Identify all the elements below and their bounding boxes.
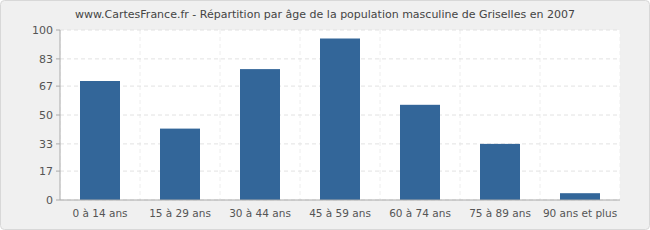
y-tick-label: 33 bbox=[39, 138, 53, 151]
y-tick bbox=[56, 30, 60, 31]
x-axis bbox=[60, 200, 620, 201]
x-tick-label: 90 ans et plus bbox=[543, 207, 617, 219]
y-tick-label: 50 bbox=[39, 109, 53, 122]
x-tick-label: 60 à 74 ans bbox=[389, 207, 451, 219]
chart-svg: www.CartesFrance.fr - Répartition par âg… bbox=[0, 0, 650, 230]
v-grid bbox=[220, 30, 221, 200]
bar bbox=[400, 105, 440, 200]
x-tick-label: 75 à 89 ans bbox=[469, 207, 531, 219]
v-grid bbox=[60, 30, 61, 200]
y-tick bbox=[56, 115, 60, 116]
bar bbox=[240, 69, 280, 200]
y-tick bbox=[56, 200, 60, 201]
title: www.CartesFrance.fr - Répartition par âg… bbox=[75, 8, 575, 21]
x-tick-label: 45 à 59 ans bbox=[309, 207, 371, 219]
y-tick-label: 100 bbox=[32, 24, 53, 37]
bar bbox=[480, 144, 520, 200]
x-tick-label: 30 à 44 ans bbox=[229, 207, 291, 219]
y-tick-label: 83 bbox=[39, 53, 53, 66]
bar bbox=[80, 81, 120, 200]
x-tick-label: 15 à 29 ans bbox=[149, 207, 211, 219]
chart-container: www.CartesFrance.fr - Répartition par âg… bbox=[0, 0, 650, 230]
y-tick-label: 17 bbox=[39, 165, 53, 178]
y-tick-label: 67 bbox=[39, 80, 53, 93]
bars bbox=[80, 39, 600, 201]
grid-line bbox=[60, 30, 620, 31]
grid-line bbox=[60, 200, 620, 201]
bar bbox=[560, 193, 600, 200]
bar bbox=[160, 129, 200, 200]
y-axis bbox=[60, 30, 61, 200]
y-tick bbox=[56, 58, 60, 59]
v-grid bbox=[380, 30, 381, 200]
plot-area bbox=[60, 30, 620, 200]
y-tick-label: 0 bbox=[46, 194, 53, 207]
background bbox=[1, 1, 650, 230]
y-tick bbox=[56, 86, 60, 87]
x-tick-label: 0 à 14 ans bbox=[72, 207, 127, 219]
bar bbox=[320, 39, 360, 201]
y-tick bbox=[56, 143, 60, 144]
y-tick bbox=[56, 171, 60, 172]
